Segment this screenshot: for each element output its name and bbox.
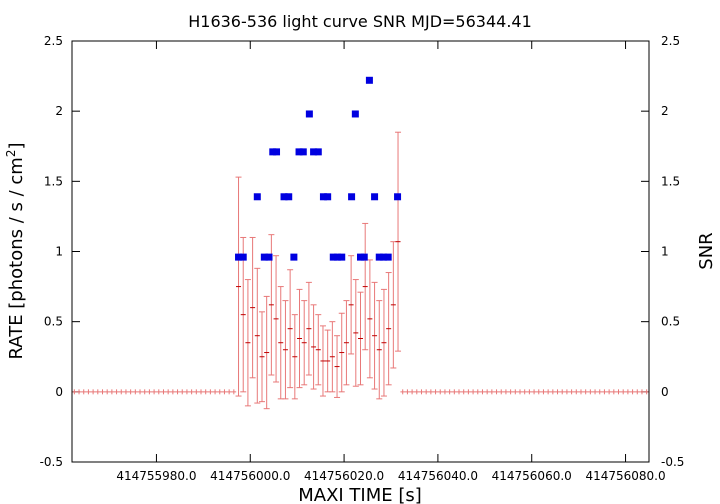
- y2-tick-label: 2.5: [661, 34, 680, 48]
- snr-point: [379, 253, 387, 261]
- snr-point: [329, 253, 337, 261]
- y2-tick-label: 1: [661, 245, 669, 259]
- plot-frame: [71, 40, 650, 463]
- snr-point: [338, 253, 346, 261]
- snr-point: [319, 193, 327, 201]
- snr-point: [371, 193, 379, 201]
- snr-point: [290, 253, 298, 261]
- y-axis-title-main: RATE [photons / s / cm: [6, 157, 27, 359]
- snr-point: [351, 110, 359, 118]
- y-tick-label: -0.5: [40, 455, 63, 469]
- snr-point: [280, 193, 288, 201]
- y-tick-label: 0.5: [44, 315, 63, 329]
- snr-point: [360, 253, 368, 261]
- y2-tick-label: -0.5: [661, 455, 684, 469]
- snr-point: [314, 148, 322, 156]
- y-tick-label: 1: [55, 245, 63, 259]
- x-tick-label: 414755980.0: [116, 469, 196, 483]
- snr-point: [334, 253, 342, 261]
- snr-point: [365, 76, 373, 84]
- rate-series: [72, 131, 649, 410]
- snr-point: [394, 193, 402, 201]
- y-axis-title-superscript: 2: [4, 150, 18, 158]
- snr-point: [235, 253, 243, 261]
- snr-point: [239, 253, 247, 261]
- snr-point: [285, 193, 293, 201]
- snr-point: [253, 193, 261, 201]
- snr-point: [357, 253, 364, 261]
- y-axis-title-end: ]: [6, 142, 27, 149]
- snr-point: [260, 253, 268, 261]
- chart-title: H1636-536 light curve SNR MJD=56344.41: [188, 12, 532, 31]
- y-axis-title: RATE [photons / s / cm2]: [4, 142, 27, 359]
- snr-point: [384, 253, 392, 261]
- y2-tick-label: 0.5: [661, 315, 680, 329]
- snr-point: [265, 253, 273, 261]
- y-tick-label: 2: [55, 104, 63, 118]
- axis-ticks: [72, 40, 649, 463]
- y-tick-label: 2.5: [44, 34, 63, 48]
- x-tick-label: 414756040.0: [398, 469, 478, 483]
- snr-point: [273, 148, 281, 156]
- snr-point: [348, 193, 356, 201]
- x-tick-label: 414756080.0: [585, 469, 665, 483]
- y2-tick-label: 1.5: [661, 174, 680, 188]
- snr-point: [269, 148, 277, 156]
- y2-tick-label: 2: [661, 104, 669, 118]
- y-tick-label: 0: [55, 385, 63, 399]
- snr-point: [324, 193, 332, 201]
- snr-point: [310, 148, 318, 156]
- x-tick-label: 414756020.0: [304, 469, 384, 483]
- snr-point: [305, 110, 313, 118]
- snr-point: [295, 148, 303, 156]
- snr-series: [235, 76, 402, 261]
- y-tick-label: 1.5: [44, 174, 63, 188]
- axis-tick-labels: -0.5 -0.5 0 0 0.5 0.5 1 1 1.5 1.5 2 2 2.5 2.5 41475598…: [40, 34, 685, 483]
- y2-tick-label: 0: [661, 385, 669, 399]
- x-tick-label: 414756060.0: [492, 469, 572, 483]
- y2-axis-title: SNR: [696, 232, 717, 269]
- x-axis-title: MAXI TIME [s]: [298, 485, 422, 504]
- snr-point: [375, 253, 383, 261]
- x-tick-label: 414756000.0: [210, 469, 290, 483]
- snr-point: [299, 148, 307, 156]
